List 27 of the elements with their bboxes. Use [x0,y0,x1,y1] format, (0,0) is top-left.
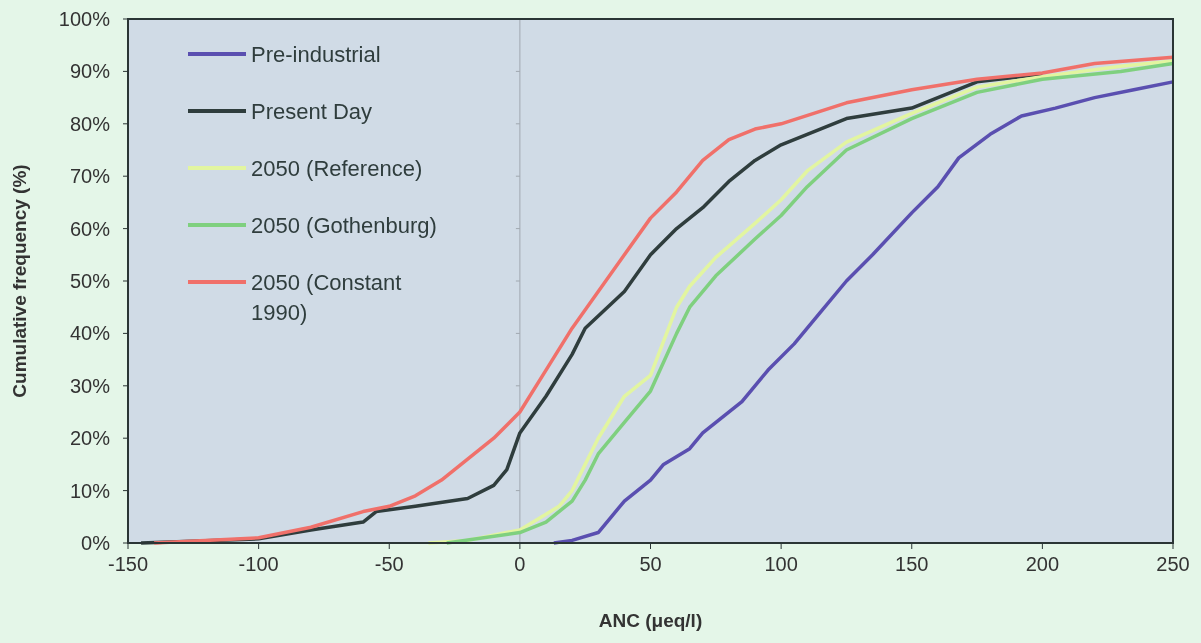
x-tick-label: 150 [895,553,929,575]
y-tick-label: 20% [69,427,111,450]
x-tick-label: -50 [374,553,404,575]
y-tick-label: 80% [69,112,111,135]
legend-label: 2050 (Constant 1990) [251,270,402,325]
y-axis-title: Cumulative frequency (%) [9,164,30,398]
x-tick-label: 50 [639,553,662,575]
x-tick-label: 100 [764,553,798,575]
y-tick-label: 70% [69,165,111,188]
legend-label: Pre-industrial [251,42,381,67]
legend-label: 2050 (Reference) [251,156,423,181]
y-tick-label: 50% [69,270,111,292]
x-tick-label: -150 [107,553,149,575]
y-tick-label: 90% [69,60,111,83]
y-tick-label: 10% [69,479,111,502]
x-axis-title: ANC (μeq/l) [598,610,703,631]
y-tick-label: 60% [69,217,111,240]
x-tick-label: -100 [238,553,279,575]
x-tick-label: 200 [1025,553,1060,575]
x-tick-label: 250 [1156,553,1190,575]
legend-label: 2050 (Gothenburg) [251,213,437,238]
x-tick-label: 0 [514,553,526,575]
y-tick-label: 0% [81,532,111,554]
legend-label: Present Day [251,99,373,124]
y-tick-label: 30% [69,374,111,397]
y-tick-label: 40% [69,322,111,345]
y-tick-label: 100% [58,8,111,30]
